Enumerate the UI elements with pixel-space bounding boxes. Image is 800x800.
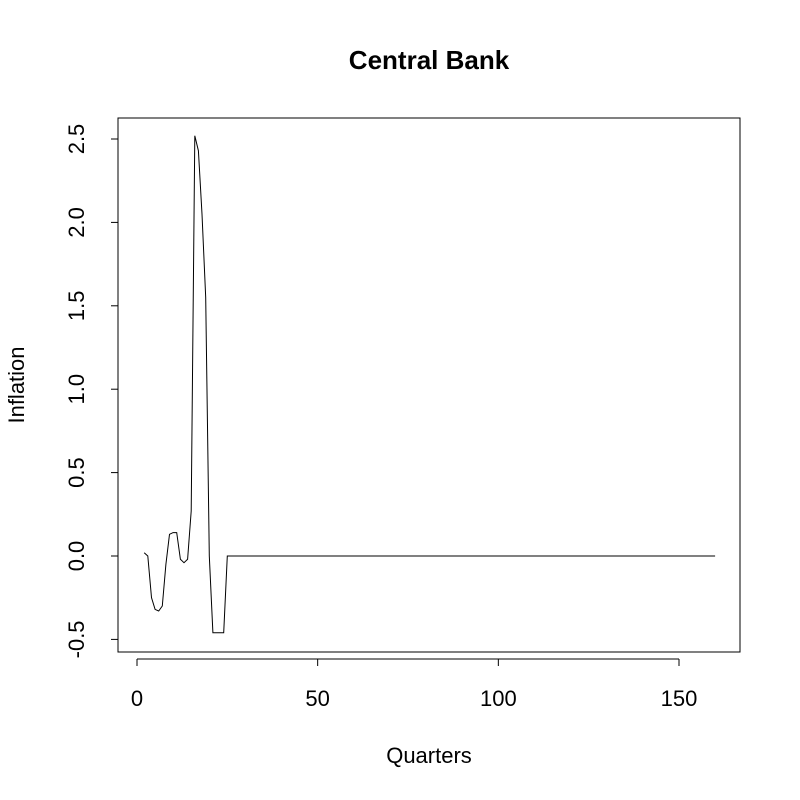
chart-title: Central Bank [349,45,510,75]
x-tick-label: 150 [661,686,698,711]
y-tick-label: 1.0 [64,374,89,405]
y-tick-label: -0.5 [64,620,89,658]
x-axis: 0 50 100 150 [131,658,698,711]
y-axis: -0.5 0.0 0.5 1.0 1.5 2.0 2.5 [64,124,119,658]
y-tick-label: 0.0 [64,541,89,572]
y-tick-label: 2.0 [64,207,89,238]
x-axis-label: Quarters [386,743,472,768]
y-tick-label: 2.5 [64,124,89,155]
x-tick-label: 50 [305,686,329,711]
x-tick-label: 0 [131,686,143,711]
plot-frame [117,117,741,653]
y-tick-label: 0.5 [64,457,89,488]
x-tick-label: 100 [480,686,517,711]
y-axis-label: Inflation [4,346,29,423]
series-layer [143,135,716,634]
y-tick-label: 1.5 [64,291,89,322]
series-line [143,135,716,634]
